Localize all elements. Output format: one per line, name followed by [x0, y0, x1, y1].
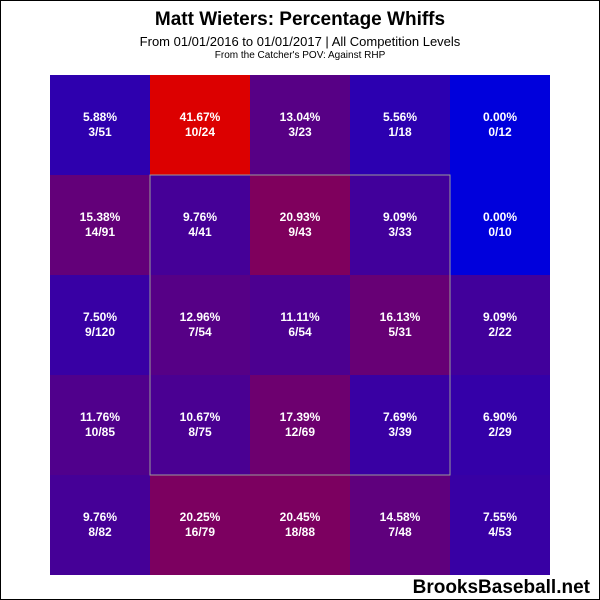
cell-percentage-label: 11.76%: [80, 410, 120, 424]
cell-count-label: 6/54: [288, 325, 312, 339]
chart-title: Matt Wieters: Percentage Whiffs: [154, 9, 446, 30]
heatmap-cell-r4-c0: [50, 475, 150, 575]
cell-count-label: 16/79: [185, 525, 215, 539]
cell-percentage-label: 10.67%: [180, 410, 221, 424]
heatmap-cell-r3-c3: [350, 375, 450, 475]
cell-count-label: 4/41: [188, 225, 212, 239]
cell-percentage-label: 20.45%: [280, 510, 321, 524]
cell-percentage-label: 41.67%: [180, 110, 221, 124]
cell-count-label: 7/48: [388, 525, 412, 539]
heatmap-cell-r3-c2: [250, 375, 350, 475]
cell-percentage-label: 5.56%: [383, 110, 417, 124]
cell-count-label: 2/29: [488, 425, 512, 439]
cell-percentage-label: 15.38%: [80, 210, 121, 224]
cell-count-label: 3/23: [288, 125, 312, 139]
chart-note: From the Catcher's POV: Against RHP: [214, 50, 386, 61]
cell-percentage-label: 0.00%: [483, 210, 517, 224]
heatmap-cell-r1-c4: [450, 175, 550, 275]
cell-percentage-label: 20.25%: [180, 510, 221, 524]
cell-percentage-label: 17.39%: [280, 410, 321, 424]
heatmap-cell-r1-c1: [150, 175, 250, 275]
cell-percentage-label: 12.96%: [180, 310, 221, 324]
cell-count-label: 3/39: [388, 425, 412, 439]
chart-subtitle: From 01/01/2016 to 01/01/2017 | All Comp…: [139, 34, 461, 49]
cell-percentage-label: 5.88%: [83, 110, 117, 124]
cell-count-label: 3/51: [88, 125, 112, 139]
cell-count-label: 10/24: [185, 125, 215, 139]
heatmap-cell-r0-c4: [450, 75, 550, 175]
cell-percentage-label: 20.93%: [280, 210, 321, 224]
cell-count-label: 7/54: [188, 325, 212, 339]
heatmap-cell-r0-c3: [350, 75, 450, 175]
cell-percentage-label: 14.58%: [380, 510, 421, 524]
heatmap-cell-r3-c1: [150, 375, 250, 475]
heatmap-cell-r1-c3: [350, 175, 450, 275]
cell-count-label: 10/85: [85, 425, 115, 439]
cell-count-label: 4/53: [488, 525, 512, 539]
cell-percentage-label: 0.00%: [483, 110, 517, 124]
cell-percentage-label: 9.09%: [383, 210, 417, 224]
cell-count-label: 8/82: [88, 525, 112, 539]
cell-count-label: 0/12: [488, 125, 512, 139]
cell-count-label: 9/43: [288, 225, 312, 239]
cell-percentage-label: 7.55%: [483, 510, 517, 524]
cell-count-label: 0/10: [488, 225, 512, 239]
heatmap-cell-r3-c0: [50, 375, 150, 475]
cell-percentage-label: 11.11%: [280, 310, 320, 324]
heatmap-cell-r2-c0: [50, 275, 150, 375]
heatmap-cell-r4-c4: [450, 475, 550, 575]
brand-watermark: BrooksBaseball.net: [412, 577, 590, 598]
cell-percentage-label: 7.50%: [83, 310, 117, 324]
heatmap-cell-r2-c1: [150, 275, 250, 375]
cell-percentage-label: 13.04%: [280, 110, 321, 124]
strike-zone-outline: [149, 174, 451, 476]
cell-percentage-label: 9.76%: [183, 210, 217, 224]
heatmap-cell-r0-c0: [50, 75, 150, 175]
cell-percentage-label: 9.09%: [483, 310, 517, 324]
cell-percentage-label: 6.90%: [483, 410, 517, 424]
cell-percentage-label: 7.69%: [383, 410, 417, 424]
cell-count-label: 3/33: [388, 225, 412, 239]
cell-count-label: 9/120: [85, 325, 115, 339]
heatmap-cell-r4-c2: [250, 475, 350, 575]
cell-count-label: 2/22: [488, 325, 512, 339]
heatmap-cell-r2-c2: [250, 275, 350, 375]
heatmap-cell-r2-c4: [450, 275, 550, 375]
cell-count-label: 18/88: [285, 525, 315, 539]
cell-count-label: 12/69: [285, 425, 315, 439]
heatmap-cell-r0-c2: [250, 75, 350, 175]
cell-count-label: 5/31: [388, 325, 412, 339]
cell-count-label: 1/18: [388, 125, 412, 139]
heatmap-cell-r3-c4: [450, 375, 550, 475]
cell-percentage-label: 9.76%: [83, 510, 117, 524]
heatmap-cell-r4-c3: [350, 475, 450, 575]
heatmap-cell-r1-c2: [250, 175, 350, 275]
heatmap-cell-r2-c3: [350, 275, 450, 375]
cell-count-label: 14/91: [85, 225, 115, 239]
heatmap-cell-r4-c1: [150, 475, 250, 575]
heatmap-cell-r0-c1: [150, 75, 250, 175]
cell-percentage-label: 16.13%: [380, 310, 421, 324]
heatmap-cell-r1-c0: [50, 175, 150, 275]
cell-count-label: 8/75: [188, 425, 212, 439]
